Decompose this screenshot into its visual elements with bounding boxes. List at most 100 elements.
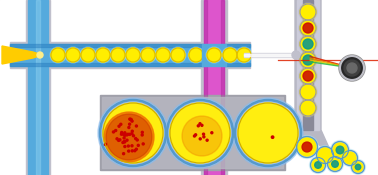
Circle shape [341,57,363,79]
Circle shape [141,134,143,136]
Circle shape [300,20,316,36]
Circle shape [124,132,126,134]
Circle shape [137,144,139,146]
Circle shape [300,4,316,20]
Circle shape [99,99,167,167]
Circle shape [203,133,204,135]
Circle shape [199,138,201,140]
Circle shape [131,120,133,122]
Polygon shape [2,46,42,64]
Circle shape [223,48,237,62]
Circle shape [135,148,137,150]
Circle shape [131,130,133,132]
Circle shape [110,47,126,63]
Circle shape [327,156,344,173]
Circle shape [299,51,317,69]
Circle shape [316,145,335,164]
Bar [28,0,48,175]
Bar [204,0,224,175]
Circle shape [104,112,154,162]
Circle shape [130,118,132,120]
Circle shape [344,60,360,76]
Circle shape [121,133,122,135]
Circle shape [140,47,156,63]
Circle shape [124,146,126,148]
Bar [10,63,250,66]
Circle shape [332,161,338,167]
Circle shape [303,39,313,49]
Bar [36,0,40,175]
Circle shape [310,158,325,173]
Circle shape [233,98,303,168]
Circle shape [130,119,132,121]
Circle shape [131,132,133,135]
Circle shape [128,127,130,128]
Circle shape [142,143,144,145]
Circle shape [170,103,230,163]
Circle shape [206,139,208,141]
Circle shape [303,71,313,81]
Bar [202,44,226,66]
Circle shape [103,103,163,163]
Circle shape [299,83,317,101]
Circle shape [194,135,195,137]
Circle shape [299,3,317,21]
Circle shape [127,145,129,147]
Circle shape [96,48,110,62]
Circle shape [80,47,96,63]
Circle shape [332,142,349,159]
Circle shape [342,150,358,166]
Circle shape [116,138,118,140]
Bar [221,0,224,175]
Bar [100,95,285,170]
Circle shape [141,131,143,133]
Bar [244,54,296,56]
Circle shape [299,19,317,37]
Circle shape [206,47,222,63]
Circle shape [310,156,327,173]
Circle shape [341,149,358,166]
Circle shape [171,48,185,62]
Circle shape [129,123,131,125]
Circle shape [127,133,129,135]
Circle shape [165,98,235,168]
Circle shape [81,48,95,62]
Circle shape [118,139,120,141]
Circle shape [122,142,124,144]
Circle shape [355,164,361,170]
Circle shape [236,47,252,63]
Circle shape [129,133,131,135]
Circle shape [352,160,364,173]
Circle shape [106,114,152,160]
Bar [10,44,250,47]
Circle shape [122,153,125,155]
Circle shape [347,63,357,73]
Circle shape [204,47,220,63]
Circle shape [155,47,171,63]
Bar [10,44,250,66]
Bar [244,53,296,57]
Circle shape [126,139,128,141]
Circle shape [336,146,344,154]
Bar [303,0,313,130]
Circle shape [199,123,201,125]
Circle shape [203,136,205,138]
Circle shape [111,48,125,62]
Circle shape [299,35,317,53]
Circle shape [296,135,319,159]
Circle shape [131,145,133,147]
Circle shape [299,99,317,117]
Circle shape [104,143,107,145]
Circle shape [344,152,356,164]
Circle shape [119,139,121,141]
Circle shape [298,138,316,156]
Circle shape [50,47,66,63]
Circle shape [330,141,350,159]
Circle shape [66,48,80,62]
Bar [204,0,207,175]
Circle shape [132,135,135,137]
Circle shape [131,150,133,152]
Circle shape [115,130,117,132]
Circle shape [182,116,222,156]
Circle shape [234,99,302,167]
